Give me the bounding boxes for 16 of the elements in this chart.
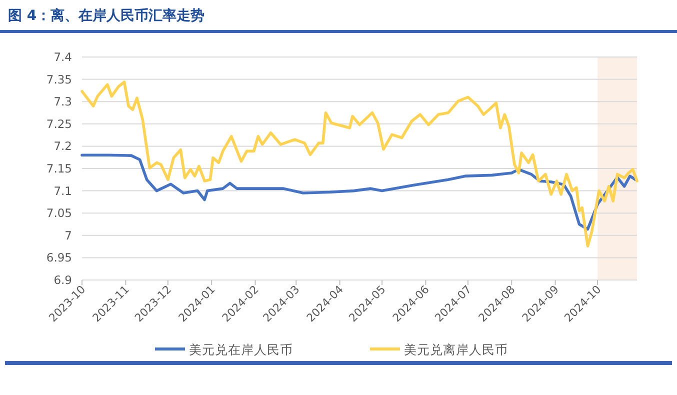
y-tick-label: 6.95 bbox=[46, 250, 72, 265]
y-tick-label: 7.1 bbox=[54, 184, 72, 198]
legend-label: 美元兑离岸人民币 bbox=[404, 342, 508, 357]
y-tick-label: 7.35 bbox=[46, 72, 72, 86]
y-tick-label: 7.05 bbox=[46, 206, 72, 220]
line-series bbox=[80, 154, 637, 231]
y-tick-label: 7.3 bbox=[54, 94, 72, 109]
chart-title: 图 4：离、在岸人民币汇率走势 bbox=[8, 7, 205, 24]
y-tick-label: 7.15 bbox=[46, 162, 72, 176]
y-tick-label: 7.4 bbox=[54, 50, 72, 64]
y-tick-label: 7.25 bbox=[46, 116, 72, 131]
y-tick-label: 6.9 bbox=[54, 273, 72, 287]
line-series bbox=[80, 80, 638, 248]
y-tick-label: 7 bbox=[64, 228, 72, 242]
y-tick-label: 7.2 bbox=[54, 139, 72, 154]
legend-label: 美元兑在岸人民币 bbox=[189, 342, 293, 357]
